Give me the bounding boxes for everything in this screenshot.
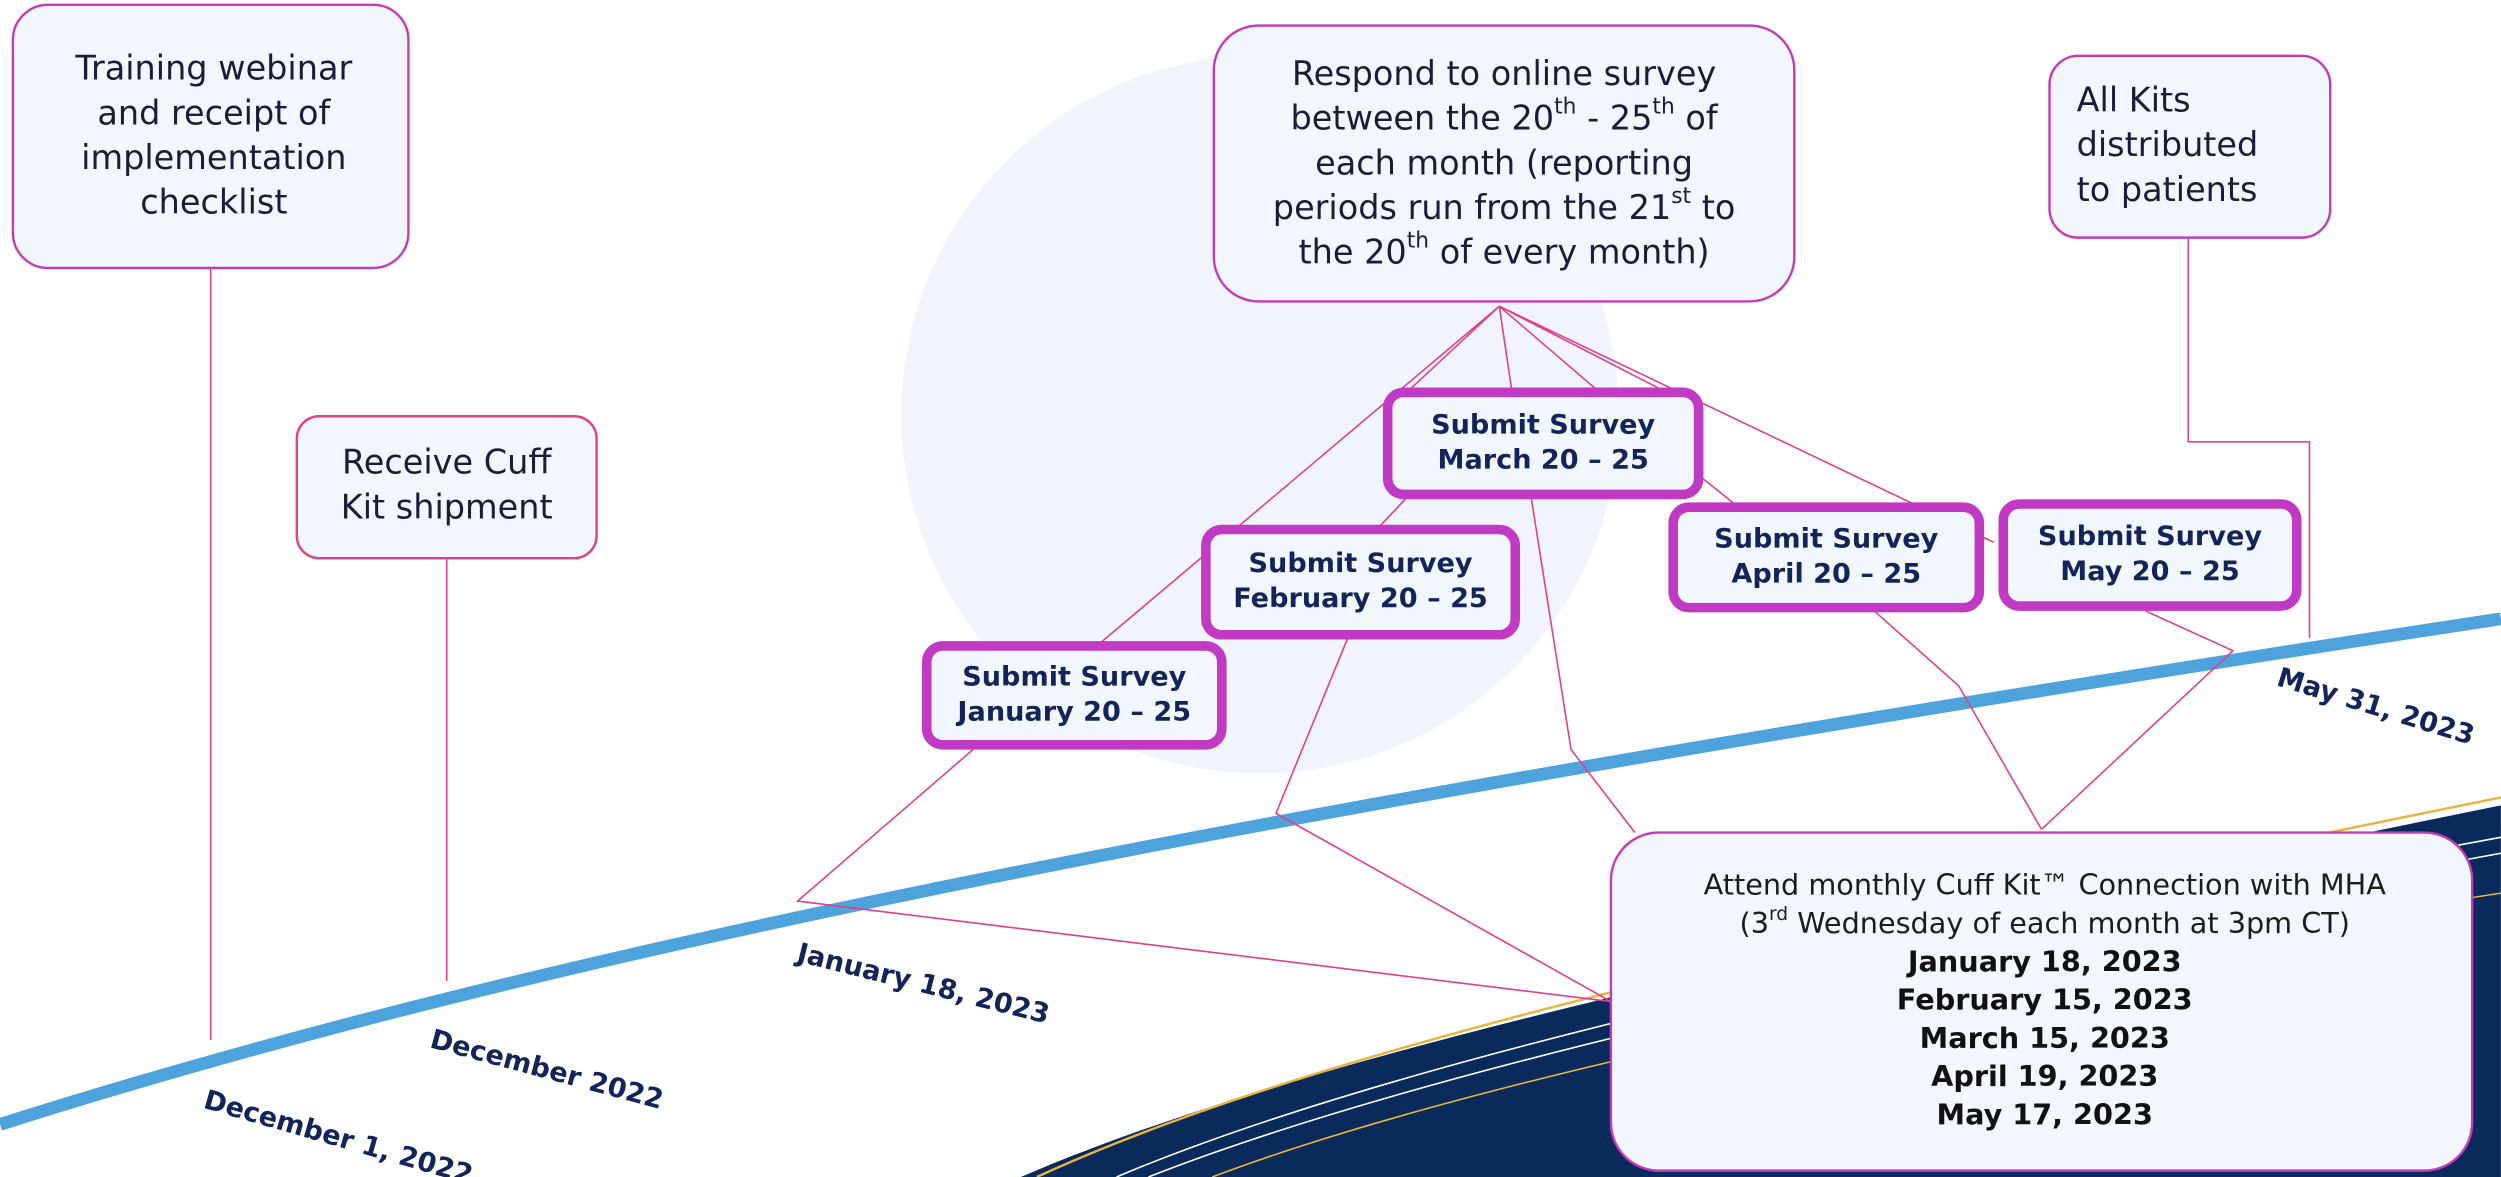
timeline-label: December 1, 2022 — [200, 1085, 476, 1177]
box-text: April 20 – 25 — [1731, 558, 1921, 589]
page: Training webinar and receipt of implementa… — [0, 0, 2501, 1177]
superscript: rd — [1769, 904, 1788, 925]
text-run: (3 — [1740, 906, 1769, 940]
box-text: April 19, 2023 — [1931, 1059, 2158, 1093]
text-run: between the 20 — [1290, 98, 1554, 137]
box-text: February 15, 2023 — [1897, 983, 2193, 1017]
timeline-label: January 18, 2023 — [792, 937, 1052, 1030]
box-text: May 17, 2023 — [1937, 1097, 2153, 1131]
submit-survey-box — [1388, 392, 1699, 494]
box-text: February 20 – 25 — [1233, 583, 1488, 614]
box-text: and receipt of — [97, 93, 331, 132]
text-run: each month (reporting — [1315, 143, 1693, 182]
text-run: Attend monthly Cuff Kit™ Connection with… — [1704, 868, 2387, 902]
superscript: th — [1652, 94, 1674, 119]
superscript: st — [1671, 183, 1691, 208]
box-text: Kit shipment — [341, 487, 553, 526]
box-text: January 20 – 25 — [955, 696, 1191, 727]
submit-survey-box — [1673, 507, 1979, 607]
superscript: th — [1407, 228, 1429, 253]
box-text: January 18, 2023 — [1906, 944, 2182, 978]
training-box — [13, 5, 409, 268]
box-text: Submit Survey — [1248, 548, 1472, 579]
text-run: the 20 — [1299, 232, 1407, 271]
box-text: implementation — [81, 138, 346, 177]
text-run: Wednesday of each month at 3pm CT) — [1788, 906, 2350, 940]
box-text: Receive Cuff — [342, 443, 552, 482]
diagram: Training webinar and receipt of implementa… — [0, 0, 2501, 1177]
box-text: All Kits — [2077, 81, 2191, 120]
submit-survey-box — [1206, 529, 1515, 634]
box-text: checklist — [140, 183, 287, 222]
box-text: to patients — [2077, 170, 2258, 209]
box-text: Training webinar — [74, 49, 352, 88]
box-text: Submit Survey — [2038, 521, 2262, 552]
box-text: (3rd Wednesday of each month at 3pm CT) — [1740, 904, 2350, 940]
text-run: Respond to online survey — [1292, 53, 1716, 92]
box-text: March 20 – 25 — [1437, 444, 1648, 475]
timeline-label: December 2022 — [427, 1024, 667, 1116]
box-text: the 20th of every month) — [1299, 228, 1710, 271]
box-text: March 15, 2023 — [1920, 1021, 2170, 1055]
box-text: distributed — [2077, 125, 2259, 164]
box-text: Respond to online survey — [1292, 53, 1716, 92]
superscript: th — [1554, 94, 1576, 119]
text-run: of every month) — [1429, 232, 1710, 271]
box-text: May 20 – 25 — [2060, 556, 2239, 587]
submit-survey-box — [2003, 504, 2296, 606]
box-text: each month (reporting — [1315, 143, 1693, 182]
timeline-label: May 31, 2023 — [2273, 662, 2478, 751]
text-run: periods run from the 21 — [1273, 187, 1671, 226]
text-run: - 25 — [1576, 98, 1652, 137]
box-text: Submit Survey — [1714, 523, 1938, 554]
box-text: Attend monthly Cuff Kit™ Connection with… — [1704, 868, 2387, 902]
box-text: Submit Survey — [1431, 409, 1655, 440]
text-run: to — [1691, 187, 1735, 226]
box-text: periods run from the 21st to — [1273, 183, 1736, 226]
connector — [1874, 611, 2233, 829]
box-text: Submit Survey — [962, 661, 1186, 692]
text-run: of — [1675, 98, 1719, 137]
